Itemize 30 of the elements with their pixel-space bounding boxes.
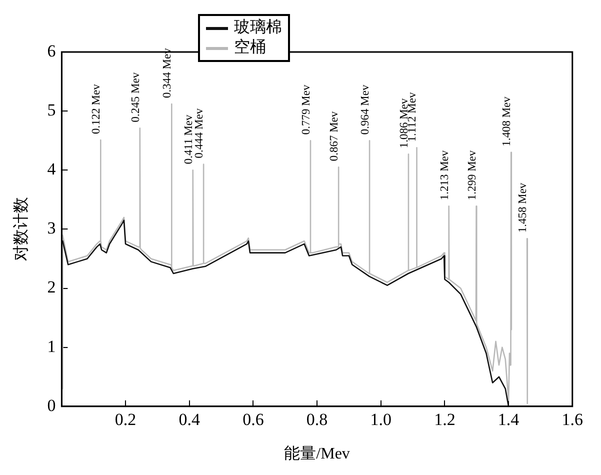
- annotation: 0.444 Mev: [193, 108, 206, 158]
- x-tick-label: 1.4: [498, 410, 520, 430]
- x-axis-title: 能量/Mev: [284, 444, 350, 463]
- y-tick-label: 2: [47, 278, 56, 297]
- annotation: 1.408 Mev: [501, 96, 514, 146]
- x-tick-label: 0.8: [306, 410, 328, 430]
- x-tick-label: 1.6: [562, 410, 583, 430]
- y-tick-label: 6: [47, 41, 56, 60]
- x-tick-label: 1.2: [434, 410, 456, 430]
- y-tick-label: 1: [47, 336, 56, 356]
- y-tick-label: 4: [47, 160, 56, 179]
- legend-label: 玻璃棉: [234, 18, 282, 38]
- y-tick-label: 5: [47, 100, 56, 120]
- annotation: 1.299 Mev: [466, 150, 478, 200]
- x-tick-label: 0.6: [242, 410, 264, 430]
- y-axis-title: 对数计数: [12, 197, 30, 262]
- legend-label: 空桶: [234, 38, 266, 58]
- annotation: 0.867 Mev: [328, 111, 340, 162]
- annotation: 0.411 Mev: [182, 114, 195, 164]
- annotation: 0.245 Mev: [130, 72, 142, 122]
- y-tick-label: 3: [47, 218, 56, 238]
- y-tick-label: 0: [47, 396, 56, 415]
- x-tick-label: 0.2: [114, 410, 136, 430]
- annotation: 0.779 Mev: [300, 84, 312, 135]
- annotation: 0.122 Mev: [90, 84, 103, 134]
- x-tick-label: 1.0: [370, 410, 392, 430]
- annotation: 1.213 Mev: [438, 150, 451, 200]
- annotation: 1.458 Mev: [517, 182, 530, 233]
- x-tick-label: 0.4: [178, 410, 200, 430]
- annotation: 0.964 Mev: [359, 84, 372, 135]
